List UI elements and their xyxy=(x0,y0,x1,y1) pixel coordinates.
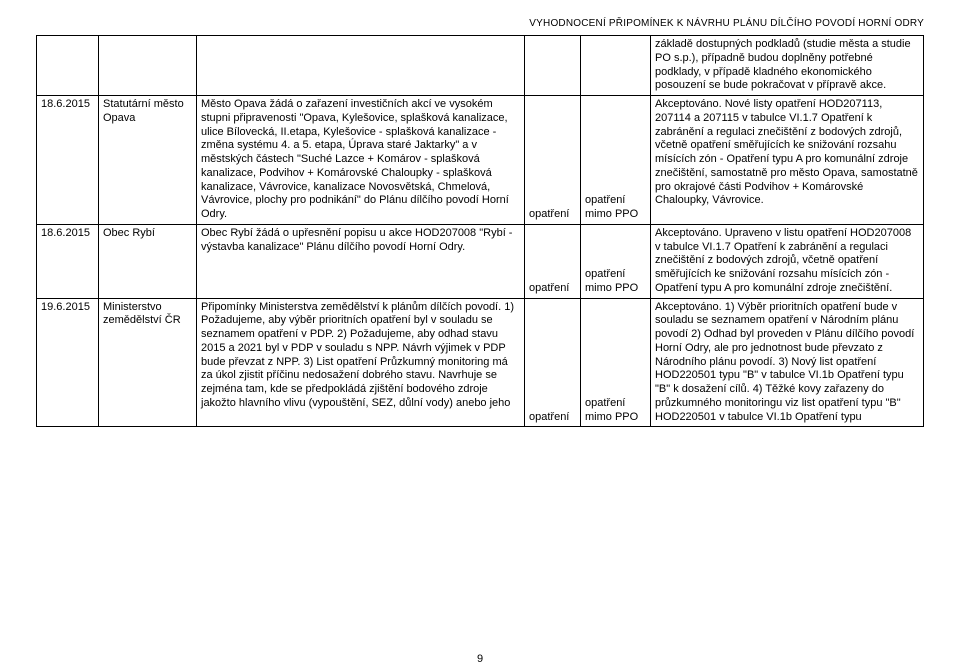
table-row: 18.6.2015 Obec Rybí Obec Rybí žádá o upř… xyxy=(37,224,924,298)
page-number: 9 xyxy=(0,653,960,665)
cell-comment xyxy=(197,36,525,96)
cell-response: základě dostupných podkladů (studie měst… xyxy=(651,36,924,96)
cell-category2 xyxy=(581,36,651,96)
page: VYHODNOCENÍ PŘIPOMÍNEK K NÁVRHU PLÁNU DÍ… xyxy=(0,0,960,671)
cell-category1 xyxy=(525,36,581,96)
cell-category2: opatření mimo PPO xyxy=(581,224,651,298)
cell-response: Akceptováno. 1) Výběr prioritních opatře… xyxy=(651,298,924,427)
cell-category1: opatření xyxy=(525,298,581,427)
comments-table: základě dostupných podkladů (studie měst… xyxy=(36,35,924,427)
cell-date: 18.6.2015 xyxy=(37,96,99,225)
cell-category1: opatření xyxy=(525,96,581,225)
cell-date: 18.6.2015 xyxy=(37,224,99,298)
cell-category1: opatření xyxy=(525,224,581,298)
cell-comment: Připomínky Ministerstva zemědělství k pl… xyxy=(197,298,525,427)
cell-date: 19.6.2015 xyxy=(37,298,99,427)
table-row: základě dostupných podkladů (studie měst… xyxy=(37,36,924,96)
cell-response: Akceptováno. Upraveno v listu opatření H… xyxy=(651,224,924,298)
cell-comment: Město Opava žádá o zařazení investičních… xyxy=(197,96,525,225)
cell-submitter: Ministerstvo zemědělství ČR xyxy=(99,298,197,427)
cell-submitter xyxy=(99,36,197,96)
table-row: 18.6.2015 Statutární město Opava Město O… xyxy=(37,96,924,225)
cell-comment: Obec Rybí žádá o upřesnění popisu u akce… xyxy=(197,224,525,298)
cell-date xyxy=(37,36,99,96)
cell-category2: opatření mimo PPO xyxy=(581,298,651,427)
cell-response: Akceptováno. Nové listy opatření HOD2071… xyxy=(651,96,924,225)
cell-submitter: Obec Rybí xyxy=(99,224,197,298)
cell-category2: opatření mimo PPO xyxy=(581,96,651,225)
cell-submitter: Statutární město Opava xyxy=(99,96,197,225)
document-header: VYHODNOCENÍ PŘIPOMÍNEK K NÁVRHU PLÁNU DÍ… xyxy=(36,18,924,29)
table-row: 19.6.2015 Ministerstvo zemědělství ČR Př… xyxy=(37,298,924,427)
